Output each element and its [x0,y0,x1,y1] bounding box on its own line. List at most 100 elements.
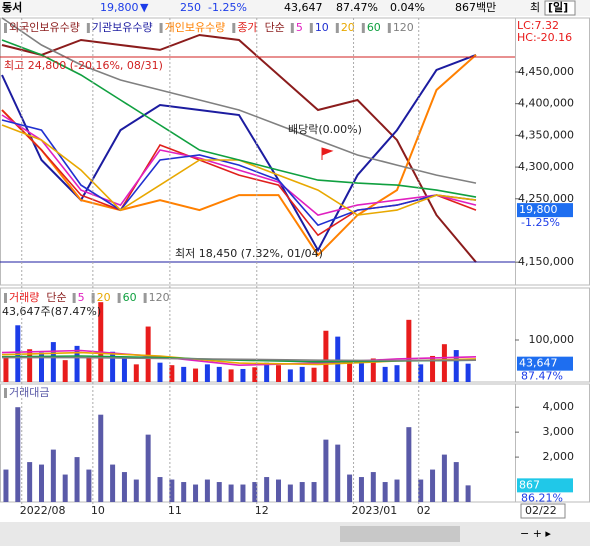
cursor-box [520,503,566,519]
bar [418,479,424,502]
y-tick-label: 3,000 [543,425,575,438]
legend-swatch [335,23,339,33]
legend-entry: 10 [315,21,329,34]
legend-swatch [290,23,294,33]
bar [276,479,281,502]
bar [3,469,9,502]
bar [39,352,44,382]
bar [62,474,68,502]
zoom-controls[interactable]: − + ▸ [520,527,551,540]
bar [145,434,151,502]
bar [358,477,364,502]
cursor-label: 02/22 [525,504,557,517]
bar [39,464,44,502]
legend-entry: 5 [78,291,85,304]
x-tick-label: 2022/08 [20,504,66,517]
info-label: 43,647주(87.47%) [2,305,101,318]
bar [98,414,104,502]
bar [15,407,21,502]
last-rate: 87.47% [521,370,563,383]
bar [264,477,270,502]
bar [133,364,139,382]
bar [382,366,388,382]
period[interactable]: [일] [548,0,568,14]
price: 19,800 [100,1,139,14]
y-tick-label: 4,250,000 [518,192,574,205]
legend-entry: 개인보유수량 [165,21,226,34]
series-line [1,39,477,198]
bar [453,350,459,382]
legend-entry: 60 [123,291,137,304]
legend-entry: 120 [149,291,170,304]
bar [240,484,246,502]
y-tick-label: 4,000 [543,400,575,413]
bar [441,344,447,382]
legend-entry: 외국인보유수량 [9,21,80,34]
scrollbar[interactable] [0,522,590,546]
bar [311,482,317,502]
last-label: 19,800 [519,203,558,216]
bar [287,369,293,382]
volume-rate: 87.47% [336,1,378,14]
bar [453,462,459,502]
legend-swatch [309,23,313,33]
bar [98,302,104,382]
bar [465,485,471,502]
legend-entry: 60 [367,21,381,34]
bar [252,367,258,382]
x-tick-label: 11 [168,504,182,517]
period-button[interactable] [544,0,576,16]
bar [276,365,281,382]
bar [335,444,341,502]
axis-frame [515,17,590,286]
series-line [1,349,477,367]
legend-label: 단순 [265,21,285,34]
bar [347,360,353,382]
y-tick-label: 4,350,000 [518,128,574,141]
bar [3,355,9,382]
legend-swatch [361,23,365,33]
corner-label: LC:7.32 [517,19,559,32]
legend-entry: 5 [296,21,303,34]
bar [228,484,234,502]
bar [382,482,388,502]
bar [264,362,270,382]
legend-swatch [117,293,121,303]
bar [157,477,163,502]
legend-entry: 거래량 [9,291,39,304]
series-line [1,119,477,227]
legend-swatch [159,23,163,33]
y-tick-label: 2,000 [543,450,575,463]
legend-entry: 거래대금 [9,386,49,399]
bar [370,472,376,502]
bar [50,449,56,502]
bar [430,355,436,382]
amount: 867백만 [455,1,496,14]
tab[interactable]: 최 [530,1,540,14]
rate: -1.25% [208,1,247,14]
bar [287,484,293,502]
bar [240,368,246,382]
bar [228,369,234,382]
scroll-thumb[interactable] [340,526,460,542]
legend-swatch [4,388,7,398]
legend-swatch [4,23,7,33]
turnover: 0.04% [390,1,425,14]
last-label: 867 [519,478,540,491]
bar [181,482,187,502]
bar [394,365,400,382]
bar [110,464,116,502]
last-rate: 86.21% [521,491,563,504]
bar [27,349,33,382]
bar [347,474,353,502]
corner-label: HC:-20.16 [517,31,572,44]
arrow: ▼ [140,1,149,14]
x-tick-label: 02 [417,504,431,517]
legend-entry: 기관보유수량 [92,21,153,34]
legend-swatch [4,293,7,303]
last-rate: -1.25% [521,216,560,229]
bar [27,462,33,502]
series-line [1,33,477,263]
bar [86,469,92,502]
change: 250 [180,1,201,14]
